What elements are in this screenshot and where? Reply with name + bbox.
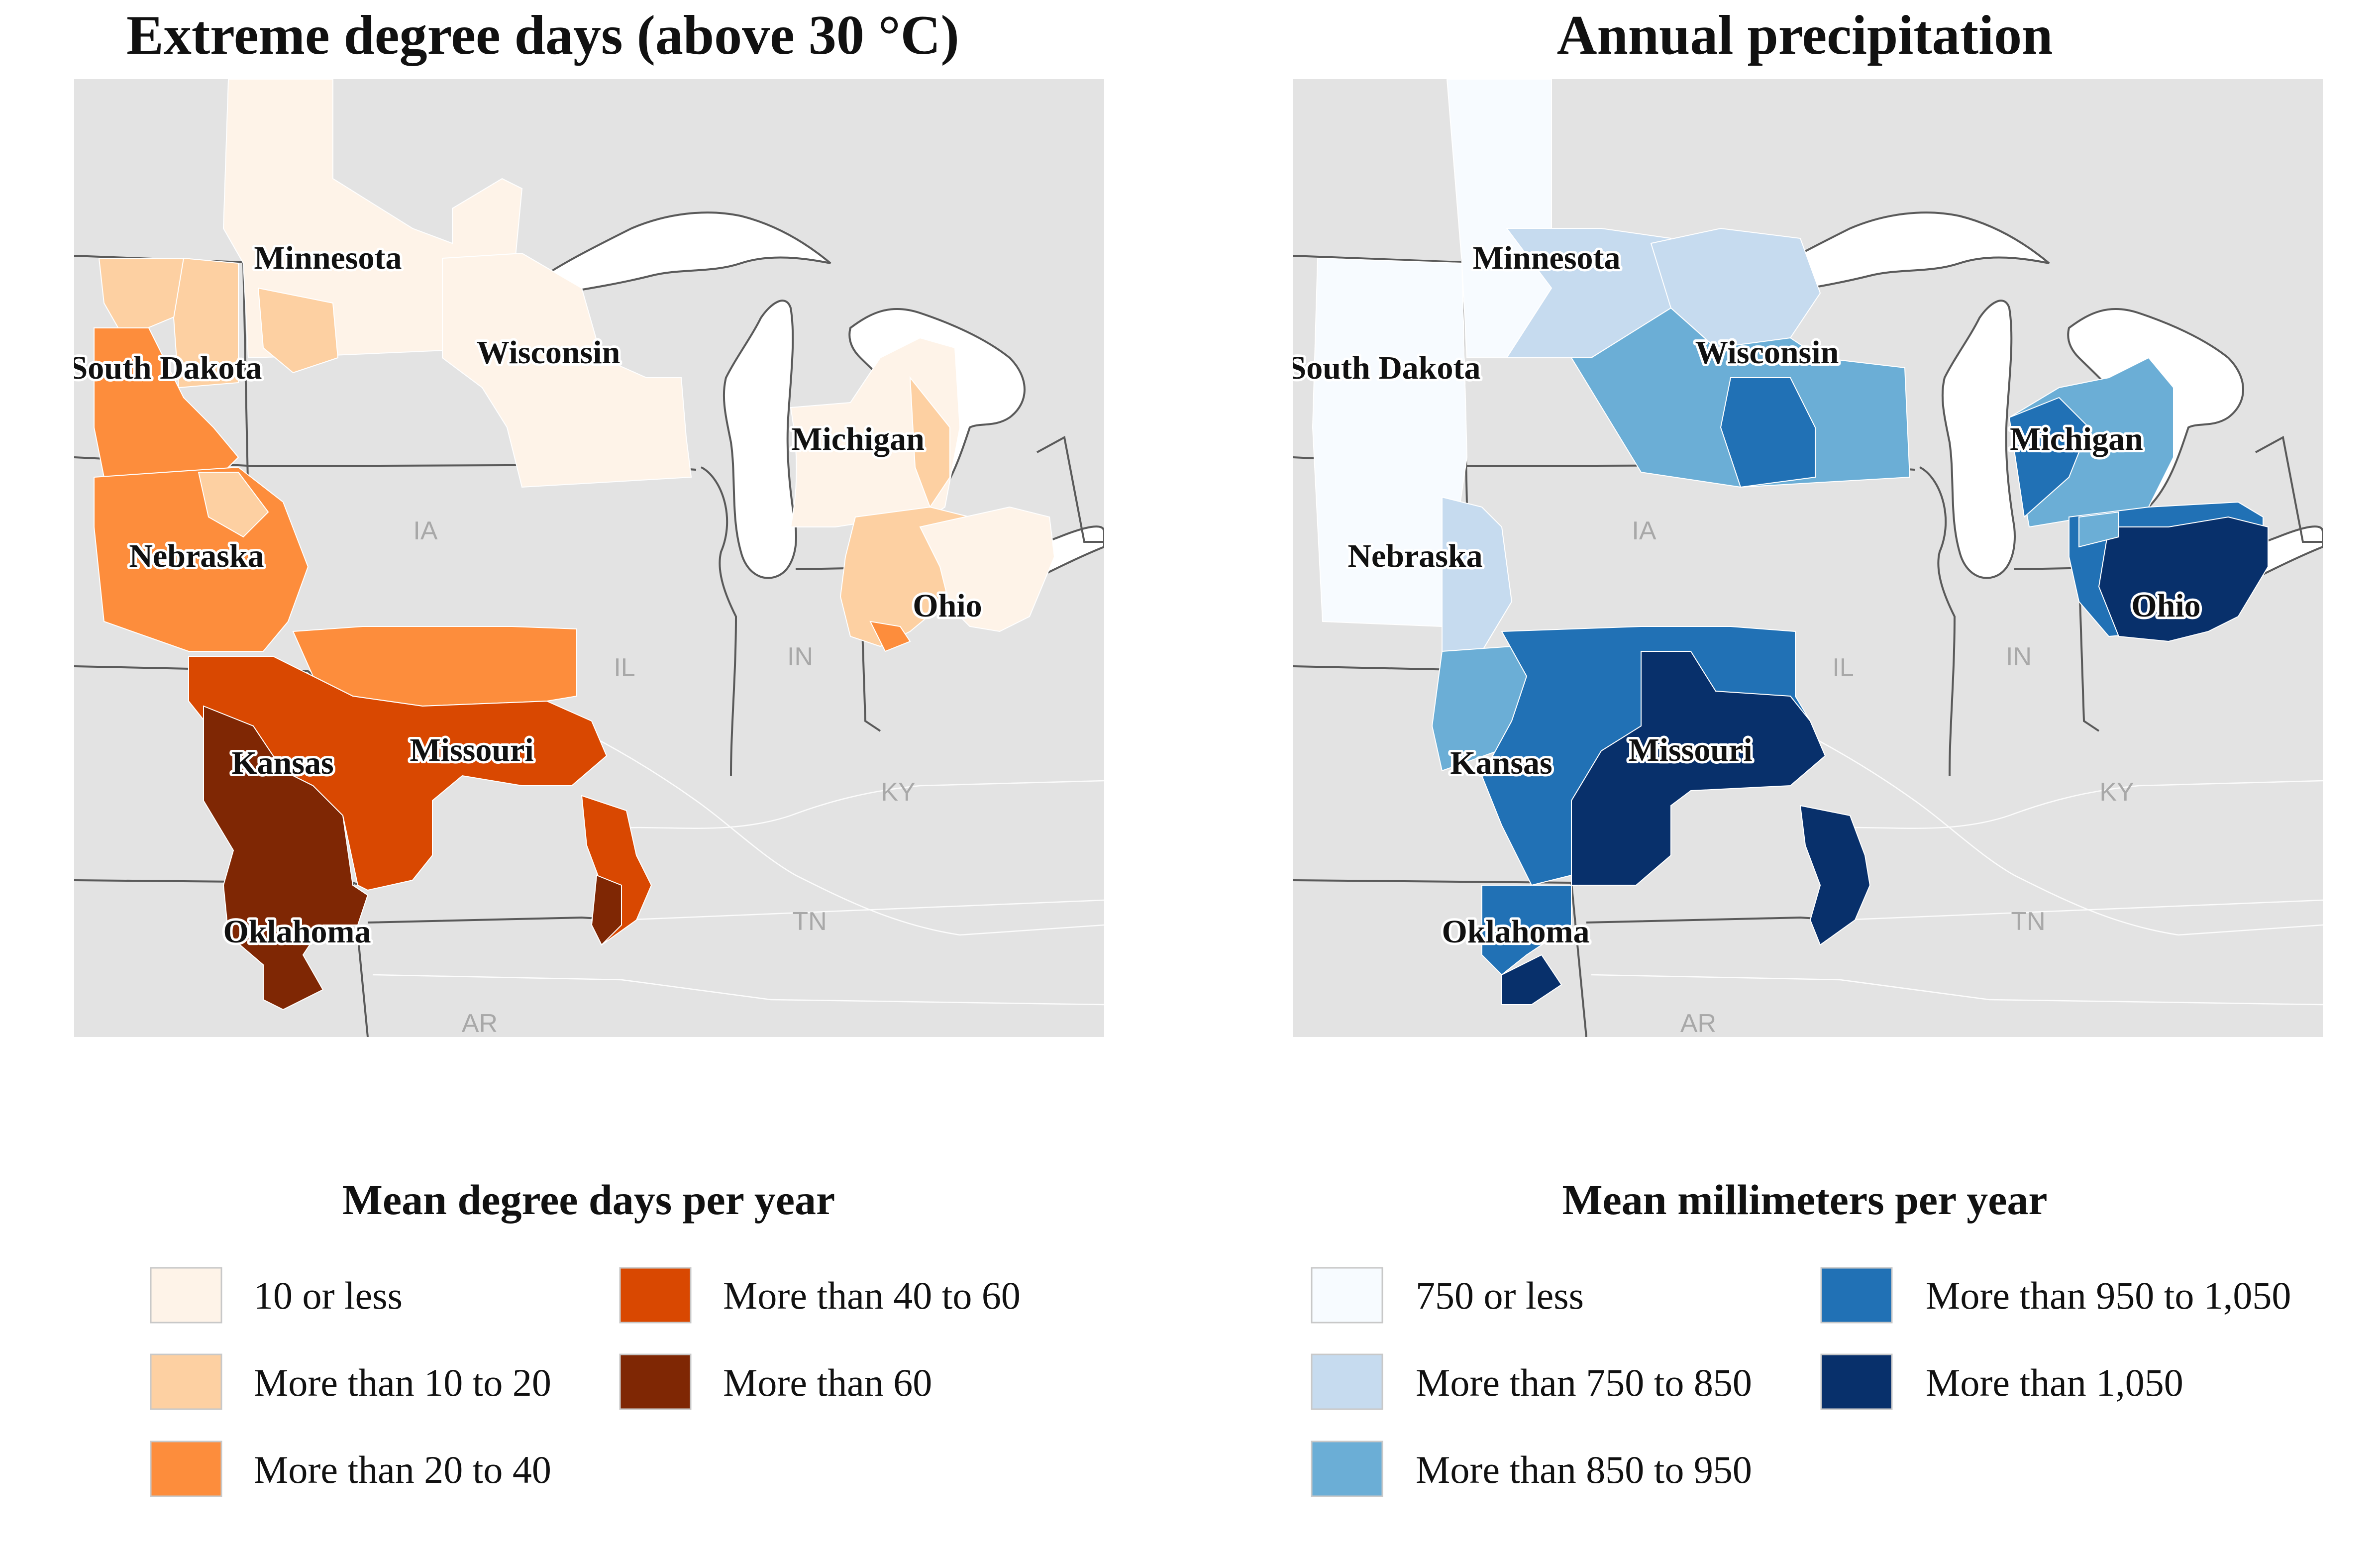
legend-label: 750 or less [1416, 1274, 1584, 1317]
abbr-label-in: IN [787, 642, 813, 671]
right-map-choropleth [1312, 79, 2269, 1005]
legend-label: More than 20 to 40 [254, 1448, 551, 1491]
state-label-kansas: Kansas [231, 745, 333, 781]
legend-label: More than 1,050 [1926, 1361, 2183, 1404]
legend-item: More than 10 to 20 [150, 1353, 551, 1410]
legend-label: More than 60 [723, 1361, 932, 1404]
right-map: IA IL IN KY TN AR Minnesota South Dakota… [1288, 79, 2323, 1038]
legend-item: More than 750 to 850 [1311, 1353, 1752, 1410]
legend-item: More than 1,050 [1820, 1353, 2183, 1410]
legend-swatch [150, 1441, 222, 1497]
left-map: IA IL IN KY TN AR Minnesota South Dakota… [70, 79, 1104, 1038]
abbr-label-il: IL [614, 653, 635, 682]
state-label-south-dakota: South Dakota [70, 350, 262, 386]
state-label-oklahoma: Oklahoma [223, 914, 371, 950]
left-state-labels: Minnesota South Dakota Wisconsin Michiga… [70, 237, 985, 952]
left-map-choropleth [94, 79, 1055, 1011]
right-map-title: Annual precipitation [1557, 4, 2053, 66]
left-abbr-labels: IA IL IN KY TN AR [413, 516, 915, 1038]
abbr-label-in: IN [2006, 642, 2032, 671]
state-label-kansas: Kansas [1450, 745, 1552, 781]
state-label-minnesota: Minnesota [254, 240, 402, 276]
state-label-michigan: Michigan [2010, 421, 2143, 457]
abbr-label-tn: TN [792, 907, 827, 936]
legend-item: 10 or less [150, 1267, 403, 1324]
abbr-label-ia: IA [1632, 516, 1656, 545]
right-abbr-labels: IA IL IN KY TN AR [1632, 516, 2134, 1038]
legend-label: More than 40 to 60 [723, 1274, 1021, 1317]
legend-swatch [150, 1267, 222, 1324]
state-label-michigan: Michigan [791, 421, 925, 457]
state-label-ohio: Ohio [2131, 588, 2200, 624]
state-label-minnesota: Minnesota [1473, 240, 1621, 276]
legend-swatch [1311, 1353, 1383, 1410]
legend-swatch [1311, 1441, 1383, 1497]
left-map-title: Extreme degree days (above 30 °C) [126, 4, 959, 66]
abbr-label-tn: TN [2011, 907, 2045, 936]
state-label-oklahoma: Oklahoma [1442, 914, 1589, 950]
abbr-label-il: IL [1832, 653, 1854, 682]
abbr-label-ky: KY [2099, 778, 2134, 807]
state-label-missouri: Missouri [410, 732, 533, 768]
legend-label: More than 10 to 20 [254, 1361, 551, 1404]
state-label-south-dakota: South Dakota [1288, 350, 1481, 386]
legend-label: More than 950 to 1,050 [1926, 1274, 2291, 1317]
state-label-missouri: Missouri [1628, 732, 1752, 768]
legend-swatch [150, 1353, 222, 1410]
legend-item: More than 950 to 1,050 [1820, 1267, 2291, 1324]
state-label-nebraska: Nebraska [1347, 538, 1482, 574]
abbr-label-ky: KY [881, 778, 915, 807]
legend-swatch [619, 1267, 692, 1324]
legend-label: 10 or less [254, 1274, 403, 1317]
left-legend: Mean degree days per year 10 or less Mor… [150, 1176, 1021, 1497]
right-legend-title: Mean millimeters per year [1562, 1176, 2047, 1224]
state-label-nebraska: Nebraska [129, 538, 264, 574]
abbr-label-ar: AR [462, 1009, 498, 1038]
right-state-labels: Minnesota South Dakota Wisconsin Michiga… [1288, 237, 2203, 952]
state-label-wisconsin: Wisconsin [1695, 334, 1839, 371]
legend-item: More than 20 to 40 [150, 1441, 551, 1497]
legend-item: More than 850 to 950 [1311, 1441, 1752, 1497]
legend-label: More than 750 to 850 [1416, 1361, 1752, 1404]
abbr-label-ar: AR [1680, 1009, 1716, 1038]
legend-swatch [1820, 1353, 1893, 1410]
legend-item: 750 or less [1311, 1267, 1584, 1324]
legend-swatch [1820, 1267, 1893, 1324]
legend-label: More than 850 to 950 [1416, 1448, 1752, 1491]
right-legend: Mean millimeters per year 750 or less Mo… [1311, 1176, 2291, 1497]
legend-item: More than 40 to 60 [619, 1267, 1021, 1324]
state-label-ohio: Ohio [913, 588, 982, 624]
state-label-wisconsin: Wisconsin [477, 334, 621, 371]
left-legend-title: Mean degree days per year [342, 1176, 835, 1224]
abbr-label-ia: IA [413, 516, 437, 545]
legend-swatch [619, 1353, 692, 1410]
legend-swatch [1311, 1267, 1383, 1324]
legend-item: More than 60 [619, 1353, 932, 1410]
